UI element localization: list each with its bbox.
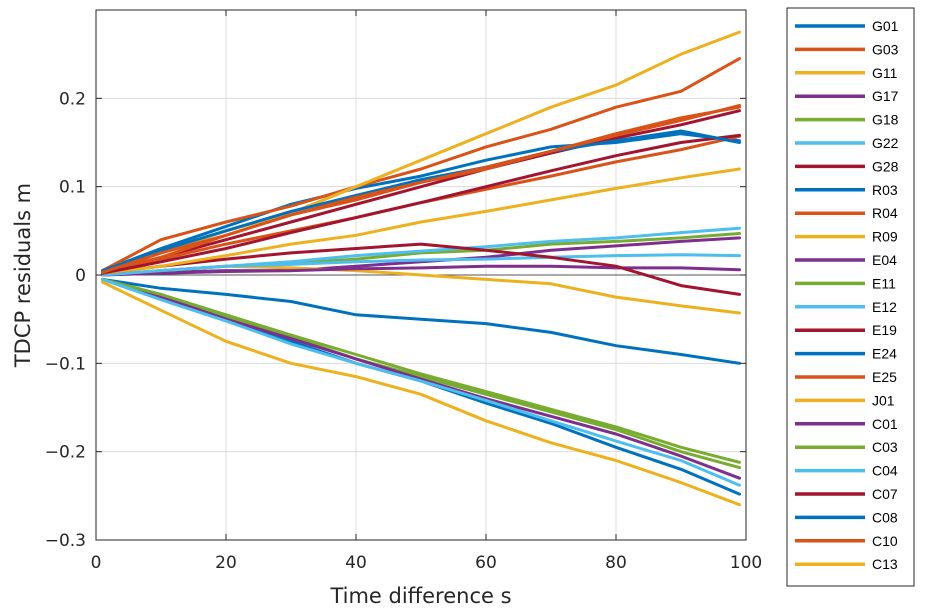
series-line-c07 (101, 133, 741, 275)
series-line-j01 (101, 167, 741, 275)
series-line-g01 (101, 132, 741, 273)
legend-label-c01: C01 (872, 416, 898, 432)
ticks (95, 10, 747, 541)
legend-label-c04: C04 (872, 463, 898, 479)
series-line-e04 (101, 264, 741, 277)
series-line-c04 (101, 277, 741, 487)
legend-label-r09: R09 (872, 229, 898, 245)
legend-label-c03: C03 (872, 439, 898, 455)
legend-label-e11: E11 (872, 275, 896, 291)
legend: G01 G03 G11 G17 G18 G22 G28 R03 R04 R09 E04 E11 E12 E… (786, 7, 915, 587)
legend-label-e04: E04 (872, 252, 897, 268)
legend-label-g17: G17 (872, 88, 899, 104)
y-axis-label: TDCP residuals m (11, 183, 35, 368)
series-line-e12 (101, 253, 741, 277)
legend-label-c07: C07 (872, 486, 898, 502)
tick-labels: 0 20 40 60 80 100 −0.3 −0.2 −0.1 0 0.1 0.2 (45, 89, 763, 573)
legend-label-r03: R03 (872, 182, 898, 198)
legend-label-g28: G28 (872, 158, 899, 174)
x-tick-label: 100 (730, 553, 762, 573)
legend-box (786, 7, 915, 587)
legend-label-g18: G18 (872, 112, 899, 128)
legend-label-g03: G03 (872, 41, 899, 57)
y-tick-label: −0.1 (45, 354, 86, 374)
y-tick-label: −0.2 (45, 443, 86, 463)
legend-label-e24: E24 (872, 346, 897, 362)
legend-label-r04: R04 (872, 205, 898, 221)
legend-label-c13: C13 (872, 556, 898, 572)
legend-label-c10: C10 (872, 533, 898, 549)
series-line-g03 (101, 57, 741, 273)
series-line-r03 (101, 277, 741, 365)
y-tick-label: −0.3 (45, 531, 86, 551)
legend-label-g11: G11 (872, 65, 898, 81)
series-line-c01 (101, 277, 741, 480)
series-line-e11 (101, 277, 741, 470)
series-line-c13 (101, 280, 741, 507)
series-line-c03 (101, 277, 741, 464)
legend-label-e12: E12 (872, 299, 897, 315)
series-line-c08 (101, 129, 741, 273)
x-tick-label: 80 (605, 553, 627, 573)
x-tick-label: 40 (345, 553, 367, 573)
y-tick-label: 0.1 (59, 178, 86, 198)
legend-label-g01: G01 (872, 18, 899, 34)
x-tick-label: 60 (475, 553, 497, 573)
legend-label-c08: C08 (872, 509, 898, 525)
y-tick-label: 0.2 (59, 89, 86, 109)
series-line-g28 (101, 109, 741, 274)
y-tick-label: 0 (75, 266, 86, 286)
legend-label-e19: E19 (872, 322, 897, 338)
legend-label-j01: J01 (872, 392, 895, 408)
series-layer (101, 30, 741, 507)
series-line-c10 (101, 103, 741, 274)
legend-label-g22: G22 (872, 135, 899, 151)
x-tick-label: 20 (215, 553, 237, 573)
legend-label-e25: E25 (872, 369, 897, 385)
x-tick-label: 0 (91, 553, 102, 573)
x-axis-label: Time difference s (329, 584, 511, 608)
series-line-e19 (101, 242, 741, 296)
